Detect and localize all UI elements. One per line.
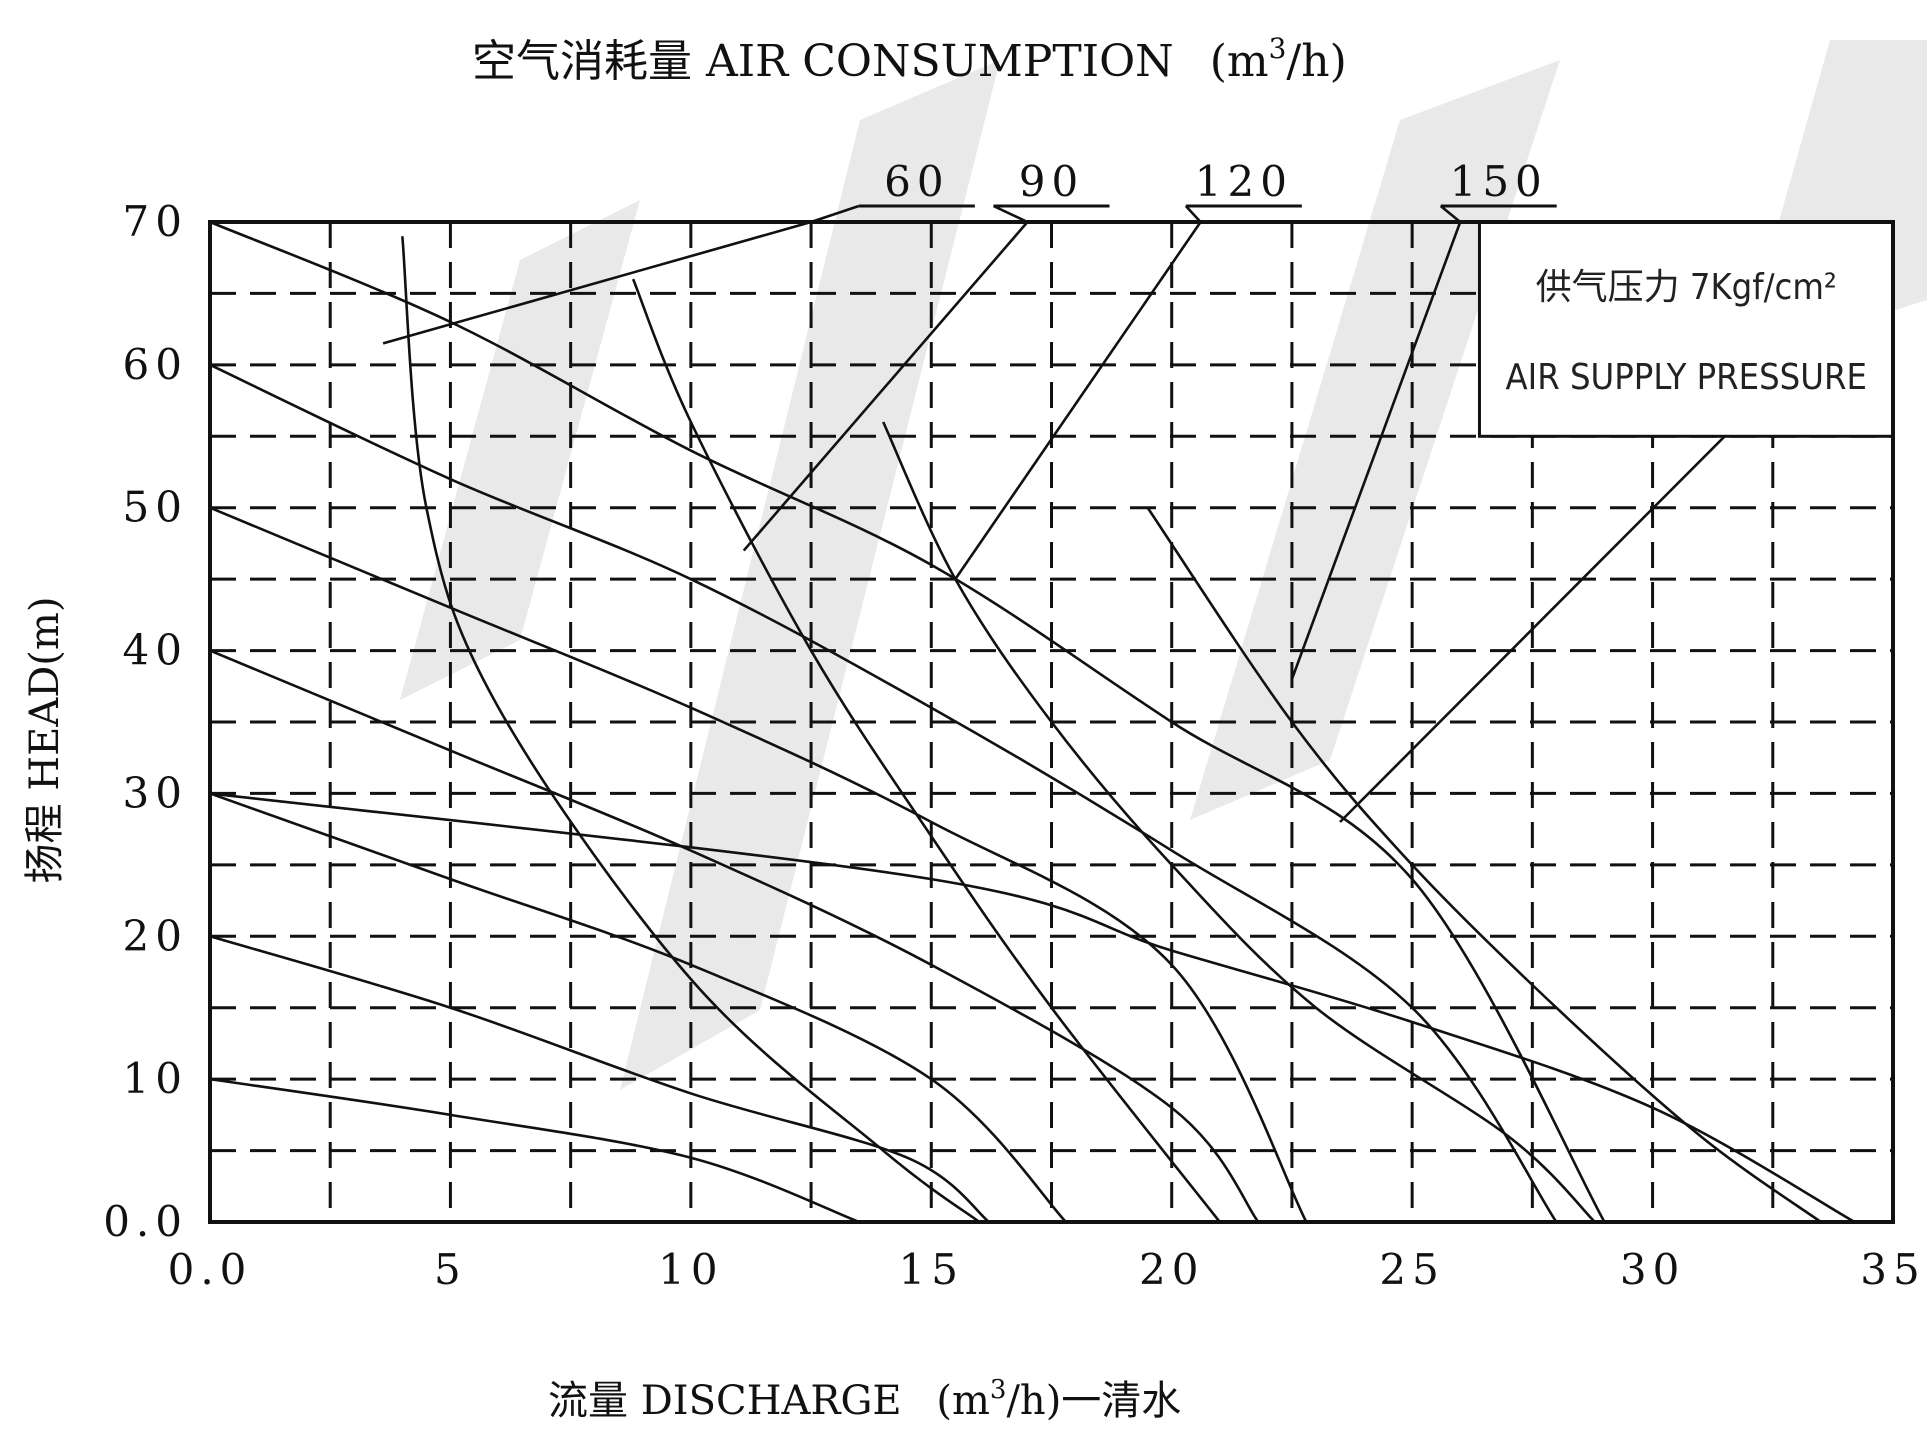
chart-title: 空气消耗量 AIR CONSUMPTION (m3/h): [472, 32, 1347, 87]
air-consumption-label-connector: [992, 204, 1029, 224]
performance-curve: [209, 792, 1856, 1224]
legend-box: [1477, 220, 1895, 438]
y-tick-label: 60: [123, 340, 188, 389]
x-axis-title: 流量 DISCHARGE (m3/h)一清水: [548, 1375, 1181, 1424]
air-consumption-leader: [1339, 435, 1726, 823]
performance-curve: [209, 506, 1308, 1223]
air-consumption-label: 150: [1450, 157, 1548, 206]
y-tick-label: 30: [123, 768, 188, 817]
air-consumption-leader: [382, 220, 812, 345]
x-tick-label: 5: [434, 1245, 467, 1294]
air-consumption-leader: [742, 221, 1029, 552]
x-axis-title-unit: (m: [936, 1378, 990, 1424]
x-tick-label: 35: [1860, 1245, 1925, 1294]
air-consumption-label-connector: [1184, 205, 1202, 223]
y-tick-label: 20: [123, 911, 188, 960]
chart-title-main: 空气消耗量 AIR CONSUMPTION: [472, 36, 1174, 87]
x-tick-label: 0.0: [168, 1245, 253, 1294]
performance-curve: [209, 363, 1558, 1223]
plot-frame: [208, 220, 1895, 1224]
performance-curve: [401, 236, 981, 1224]
x-axis-title-unit-tail: /h)一清水: [1006, 1378, 1181, 1424]
legend-line-air-supply: AIR SUPPLY PRESSURE: [1506, 357, 1867, 398]
x-axis-title-unit-sup: 3: [990, 1375, 1007, 1405]
performance-curve: [209, 935, 990, 1224]
y-tick-label: 40: [123, 626, 188, 675]
chart-title-unit: (m: [1210, 36, 1269, 87]
air-consumption-label: 90: [1019, 157, 1084, 206]
performance-curve: [1146, 506, 1822, 1224]
legend-line-pressure: 供气压力 7Kgf/cm²: [1536, 267, 1837, 308]
x-tick-label: 20: [1139, 1245, 1204, 1294]
y-tick-label: 50: [123, 483, 188, 532]
air-consumption-label: 120: [1195, 157, 1293, 206]
air-consumption-label-connector: [1439, 204, 1462, 224]
y-tick-label: 0.0: [103, 1197, 188, 1246]
x-tick-label: 15: [899, 1245, 964, 1294]
performance-curve: [209, 649, 1260, 1223]
air-consumption-label-connector: [810, 204, 860, 224]
y-tick-label: 70: [123, 197, 188, 246]
air-consumption-leader: [1290, 221, 1462, 680]
air-consumption-leader: [954, 221, 1202, 580]
chart-title-unit-sup: 3: [1269, 32, 1287, 65]
x-tick-label: 30: [1620, 1245, 1685, 1294]
air-consumption-label: 60: [884, 157, 949, 206]
performance-curve: [209, 220, 1606, 1223]
y-axis-title: 扬程 HEAD(m): [22, 597, 68, 884]
performance-curve: [209, 792, 1067, 1223]
performance-curve: [882, 421, 1596, 1223]
performance-curve: [209, 1077, 860, 1224]
plot-area: 供气压力 7Kgf/cm² AIR SUPPLY PRESSURE 60 90 120 1…: [103, 157, 1925, 1294]
x-tick-label: 25: [1379, 1245, 1444, 1294]
watermark: [400, 40, 1927, 1090]
x-tick-label: 10: [658, 1245, 723, 1294]
y-tick-label: 10: [123, 1054, 188, 1103]
x-axis-title-main: 流量 DISCHARGE: [548, 1378, 902, 1424]
performance-curve: [631, 278, 1221, 1223]
chart-title-unit-tail: /h): [1286, 36, 1346, 87]
